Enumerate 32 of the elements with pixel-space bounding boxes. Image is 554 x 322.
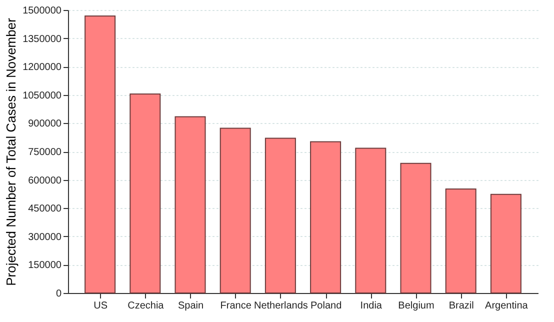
y-tick-label: 1050000 [22,90,62,102]
x-tick-label: Netherlands [254,300,308,312]
bar [490,194,522,294]
y-tick-label: 600000 [28,175,62,186]
bar [445,188,476,294]
y-tick-label: 0 [56,288,62,300]
x-tick-label: Belgium [398,300,434,312]
x-tick-label: US [94,300,108,312]
x-tick-label: Poland [310,300,342,312]
y-tick-label: 900000 [28,118,62,130]
bar [310,141,342,294]
bar [264,138,296,294]
x-tick-label: India [360,300,382,312]
x-tick-label: Spain [178,300,204,312]
y-axis-title: Projected Number of Total Cases in November [4,17,19,286]
x-tick-label: France [220,300,252,312]
bar [174,116,206,294]
y-tick-label: 1200000 [22,62,62,74]
bar [84,16,116,294]
bar [220,128,251,294]
y-tick-label: 150000 [28,260,62,272]
y-tick-label: 750000 [28,147,62,158]
x-tick-label: Czechia [128,300,164,312]
x-tick-label: Argentina [485,300,528,312]
y-tick-label: 450000 [28,204,62,215]
bar [400,162,432,294]
y-tick-label: 1500000 [22,6,62,16]
bar [130,93,161,294]
x-tick-label: Brazil [448,300,474,312]
y-tick-label: 300000 [28,232,62,243]
y-tick-label: 1350000 [22,34,62,45]
bar [355,148,386,294]
